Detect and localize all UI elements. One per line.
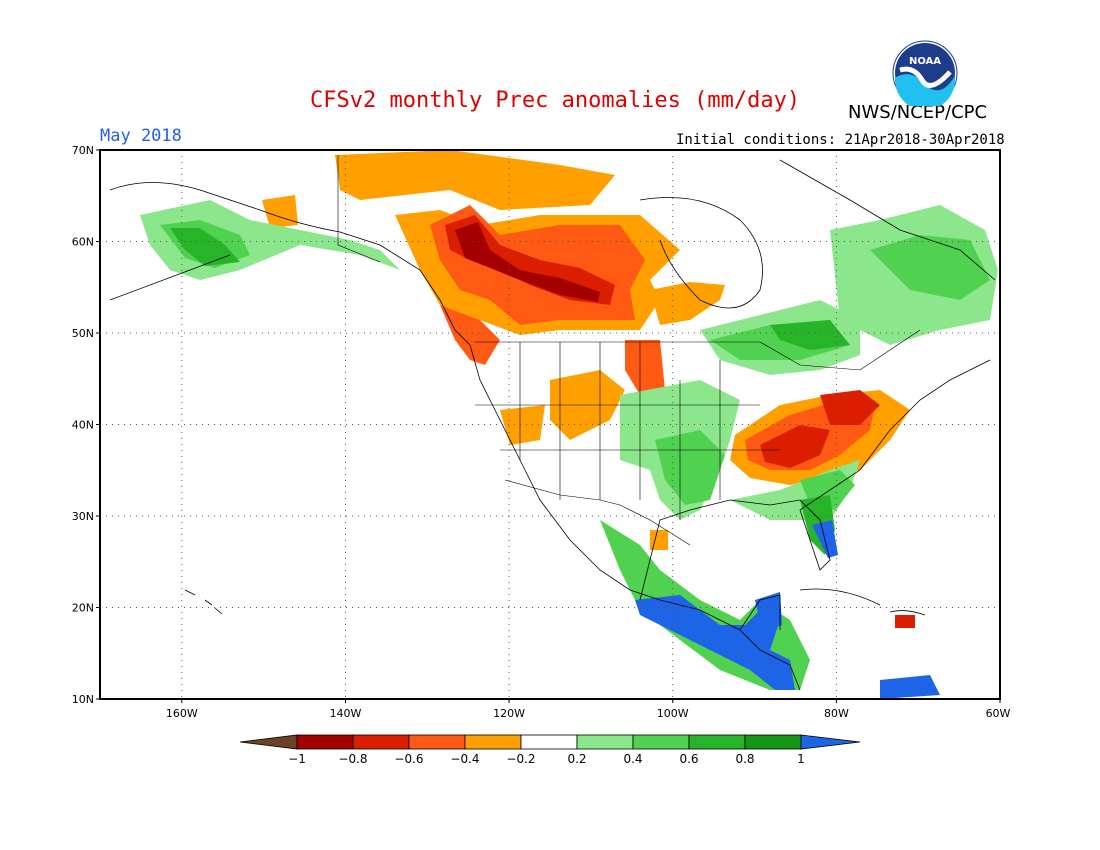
coast-cuba [799, 588, 881, 606]
colorbar-label-p02: 0.2 [567, 752, 586, 766]
anomaly-region-pennsylvania [820, 390, 880, 425]
anomaly-region-mexico-blue [635, 595, 795, 690]
lon-label-120w: 120W [493, 707, 525, 720]
coast-hispaniola [889, 610, 926, 616]
lon-label-80w: 80W [824, 707, 849, 720]
colorbar-labels: −1 −0.8 −0.6 −0.4 −0.2 0.2 0.4 0.6 0.8 1 [288, 752, 805, 766]
anomaly-region-pacific-nw [440, 305, 500, 365]
anomaly-region-yukon-west [262, 195, 298, 228]
anomaly-region-venezuela [880, 675, 940, 699]
lat-label-70n: 70N [72, 144, 94, 157]
anomaly-region-north-plains [625, 340, 665, 395]
colorbar-swatch-p08 [744, 734, 802, 750]
border-us-canada [475, 329, 921, 371]
anomaly-region-yucatan [755, 592, 782, 632]
anomaly-region-tennessee [760, 425, 830, 468]
anomaly-region-great-basin [500, 405, 545, 445]
border-alaska-canada [337, 155, 381, 263]
agency-label: NWS/NCEP/CPC [848, 102, 988, 123]
lat-label-30n: 30N [72, 510, 94, 523]
anomaly-region-caribbean [895, 615, 915, 628]
lat-label-60n: 60N [72, 236, 94, 249]
noaa-logo-text: NOAA [909, 56, 941, 67]
coast-alaska [109, 182, 801, 691]
anomaly-region-alaska-dark [170, 228, 240, 266]
colorbar-swatch-neg1 [296, 734, 354, 750]
colorbar-label-p08: 0.8 [735, 752, 754, 766]
colorbar-label-neg06: −0.6 [394, 752, 423, 766]
colorbar-swatch-neg06 [408, 734, 466, 750]
coast-yucatan [739, 594, 781, 631]
colorbar-swatch-neg08 [352, 734, 410, 750]
graticule [100, 150, 1000, 699]
coast-hawaii [184, 589, 223, 615]
colorbar-label-neg1: −1 [288, 752, 306, 766]
lat-label-40n: 40N [72, 419, 94, 432]
coastlines [109, 159, 996, 691]
anomaly-region-hudson [650, 282, 725, 325]
colorbar-swatch-p04 [632, 734, 690, 750]
lat-label-10n: 10N [72, 693, 94, 706]
state-lines [475, 342, 780, 520]
initial-conditions: Initial conditions: 21Apr2018-30Apr2018 [676, 132, 1005, 148]
colorbar-swatch-p02 [576, 734, 634, 750]
colorbar-label-p06: 0.6 [679, 752, 698, 766]
lon-label-140w: 140W [330, 707, 362, 720]
anomaly-region-core [455, 222, 600, 302]
anomaly-region-ontario-dark [770, 320, 850, 350]
colorbar-label-neg02: −0.2 [506, 752, 535, 766]
colorbar-label-neg08: −0.8 [338, 752, 367, 766]
coast-gulf [639, 359, 991, 601]
colorbar-label-neg04: −0.4 [450, 752, 479, 766]
anomaly-region-yukon [335, 150, 615, 210]
colorbar [239, 734, 861, 750]
colorbar-label-p04: 0.4 [623, 752, 642, 766]
noaa-logo: NOAA [892, 40, 958, 106]
coast-labrador [779, 159, 996, 281]
anomaly-region-texas [650, 530, 668, 550]
lat-label-20n: 20N [72, 602, 94, 615]
colorbar-swatch-gt1 [800, 734, 861, 750]
map-title: CFSv2 monthly Prec anomalies (mm/day) [310, 88, 801, 113]
colorbar-swatch-p06 [688, 734, 746, 750]
axis-ticks [96, 149, 1001, 703]
colorbar-swatch-lt-neg1 [239, 734, 298, 750]
lon-label-60w: 60W [986, 707, 1011, 720]
lon-label-100w: 100W [657, 707, 689, 720]
colorbar-swatch-neutral [520, 734, 578, 750]
colorbar-swatch-neg04 [464, 734, 522, 750]
coast-hudson-bay [639, 197, 763, 309]
forecast-period: May 2018 [100, 126, 182, 146]
lat-label-50n: 50N [72, 327, 94, 340]
colorbar-label-p1: 1 [797, 752, 805, 766]
anomaly-region-labrador [870, 235, 990, 300]
border-us-mexico [504, 479, 691, 546]
coast-alaska-peninsula [109, 254, 231, 301]
lon-labels: 160W 140W 120W 100W 80W 60W [166, 707, 1011, 720]
lon-label-160w: 160W [166, 707, 198, 720]
political-borders [337, 155, 921, 546]
lat-labels: 70N 60N 50N 40N 30N 20N 10N [72, 144, 94, 706]
